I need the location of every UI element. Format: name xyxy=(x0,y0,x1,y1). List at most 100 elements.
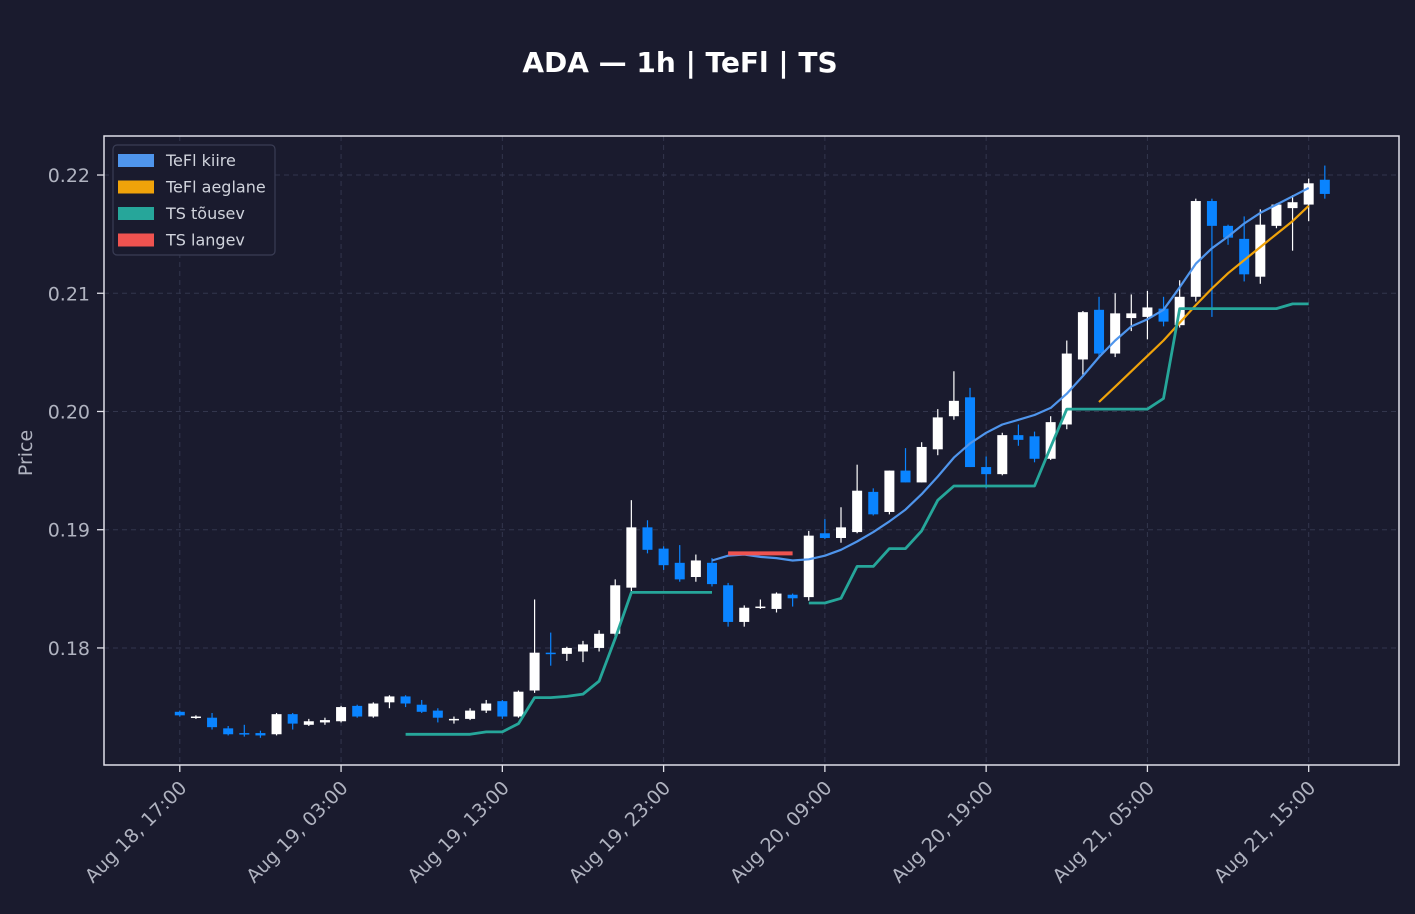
candle xyxy=(981,456,992,489)
candle xyxy=(287,712,298,730)
candle xyxy=(174,710,185,717)
legend-swatch xyxy=(118,207,154,220)
candle-body xyxy=(836,527,847,538)
candle-body xyxy=(965,397,976,468)
series-line xyxy=(808,302,1309,605)
candle xyxy=(303,718,314,726)
candle-body xyxy=(674,562,685,580)
candle-body xyxy=(465,710,476,719)
candle xyxy=(1287,195,1298,251)
candle xyxy=(465,708,476,721)
candle-body xyxy=(658,548,669,566)
candle xyxy=(239,724,250,737)
candle-body xyxy=(948,400,959,417)
candle xyxy=(529,599,540,693)
candle xyxy=(400,695,411,708)
candle xyxy=(594,630,605,652)
indicator-series xyxy=(405,187,1310,736)
legend-label: TS tõusev xyxy=(165,204,245,223)
candle-body xyxy=(1190,201,1201,297)
candle xyxy=(706,558,717,587)
candle-body xyxy=(1061,353,1072,425)
candle xyxy=(561,646,572,661)
x-tick-label: Aug 19, 23:00 xyxy=(565,777,675,887)
candle xyxy=(1319,165,1330,199)
candle-body xyxy=(223,728,234,735)
candle-body xyxy=(981,467,992,475)
candle-body xyxy=(1077,312,1088,360)
x-tick-label: Aug 21, 15:00 xyxy=(1210,777,1320,887)
candle xyxy=(610,579,621,637)
candle xyxy=(771,592,782,613)
candle xyxy=(803,530,814,601)
plot-frame xyxy=(103,135,1400,766)
candle-body xyxy=(207,717,218,728)
y-axis-label: Price xyxy=(15,430,37,476)
candle xyxy=(626,500,637,592)
candle xyxy=(207,712,218,730)
candle-body xyxy=(529,652,540,691)
candle-body xyxy=(900,470,911,483)
candle xyxy=(513,690,524,718)
legend-swatch xyxy=(118,180,154,194)
candle-body xyxy=(771,593,782,609)
candle-body xyxy=(1287,202,1298,209)
candle xyxy=(948,371,959,420)
candle-body xyxy=(884,470,895,512)
x-tick-label: Aug 19, 03:00 xyxy=(242,777,352,887)
candle xyxy=(1239,216,1250,282)
candle-body xyxy=(1126,313,1137,319)
candle xyxy=(787,593,798,607)
candle-body xyxy=(303,721,314,725)
candle-body xyxy=(1319,179,1330,194)
candle-body xyxy=(1013,435,1024,440)
candle-body xyxy=(916,446,927,483)
candle-body xyxy=(626,527,637,588)
candle xyxy=(690,554,701,582)
grid xyxy=(104,136,1399,765)
candle xyxy=(416,699,427,713)
candle xyxy=(900,448,911,483)
candle xyxy=(1126,294,1137,332)
candle-body xyxy=(1142,307,1153,317)
candle xyxy=(642,520,653,554)
candle-body xyxy=(1110,313,1121,354)
candles xyxy=(174,165,1330,738)
candle-body xyxy=(319,720,330,723)
y-tick-label: 0.19 xyxy=(48,520,90,542)
candle xyxy=(819,519,830,540)
candle xyxy=(1158,296,1169,327)
candle xyxy=(319,717,330,725)
candle-body xyxy=(1223,225,1234,238)
candle xyxy=(965,387,976,468)
candle-body xyxy=(1255,224,1266,277)
candle xyxy=(223,725,234,736)
legend-swatch xyxy=(118,154,154,167)
chart-title: ADA — 1h | TeFl | TS xyxy=(522,46,837,79)
candle xyxy=(1013,424,1024,446)
candle xyxy=(1094,296,1105,356)
candle-body xyxy=(594,633,605,648)
candle-body xyxy=(432,710,443,718)
legend-label: TeFl aeglane xyxy=(165,178,266,197)
legend: TeFl kiire TeFl aeglane TS tõusev TS langev xyxy=(112,144,276,256)
candle xyxy=(1206,198,1217,317)
candle-body xyxy=(723,585,734,622)
candle xyxy=(1029,431,1040,463)
candle-body xyxy=(787,594,798,599)
legend-label: TS langev xyxy=(165,231,245,250)
candle xyxy=(1271,203,1282,229)
candle-body xyxy=(1303,183,1314,205)
candle-body xyxy=(416,704,427,712)
y-tick-label: 0.18 xyxy=(48,638,90,660)
candle xyxy=(674,545,685,582)
candle xyxy=(884,470,895,515)
candle xyxy=(255,730,266,738)
candle-body xyxy=(545,652,556,655)
candle xyxy=(384,695,395,709)
candle-body xyxy=(287,714,298,724)
candle xyxy=(432,708,443,723)
candle-body xyxy=(174,711,185,716)
candle xyxy=(271,712,282,736)
